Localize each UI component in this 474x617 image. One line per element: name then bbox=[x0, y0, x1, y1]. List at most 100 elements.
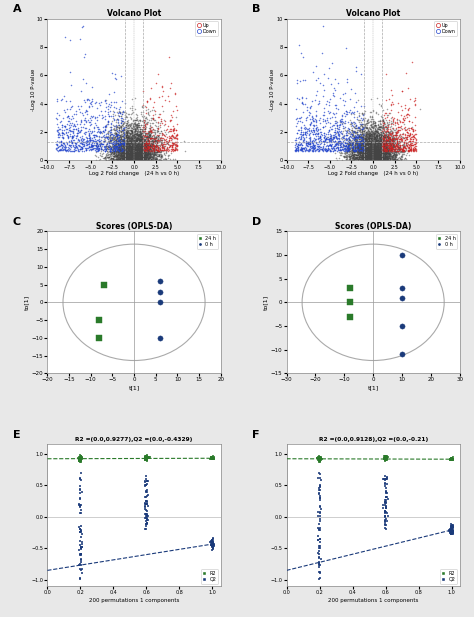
Point bbox=[128, 136, 135, 146]
Point bbox=[103, 143, 111, 153]
Point bbox=[115, 140, 122, 150]
Point bbox=[386, 136, 394, 146]
Point bbox=[142, 509, 149, 519]
Point bbox=[374, 124, 382, 134]
Point bbox=[96, 151, 104, 160]
Point bbox=[142, 142, 149, 152]
Point bbox=[378, 131, 385, 141]
X-axis label: Log 2 Fold change   (24 h vs 0 h): Log 2 Fold change (24 h vs 0 h) bbox=[89, 171, 179, 176]
Point bbox=[385, 117, 393, 127]
Point bbox=[358, 144, 365, 154]
Point bbox=[364, 116, 371, 126]
Point bbox=[133, 146, 141, 155]
Point bbox=[370, 146, 377, 155]
Point bbox=[136, 147, 144, 157]
Point bbox=[311, 146, 319, 156]
Point bbox=[348, 149, 356, 159]
Point bbox=[375, 143, 383, 153]
Point bbox=[119, 154, 127, 164]
Point bbox=[378, 151, 386, 160]
Point bbox=[139, 154, 146, 164]
Point bbox=[357, 134, 365, 144]
Point bbox=[409, 144, 417, 154]
Point bbox=[126, 139, 133, 149]
Point bbox=[140, 155, 147, 165]
Point bbox=[113, 155, 121, 165]
Point bbox=[382, 136, 389, 146]
Point bbox=[315, 559, 322, 569]
Point bbox=[374, 146, 381, 155]
Point bbox=[141, 126, 148, 136]
Point bbox=[153, 147, 160, 157]
Point bbox=[383, 152, 391, 162]
Point bbox=[129, 149, 137, 159]
Point bbox=[312, 146, 320, 155]
Point bbox=[292, 144, 299, 154]
Point bbox=[364, 153, 371, 163]
Point bbox=[379, 149, 387, 159]
Point bbox=[142, 138, 150, 148]
Point bbox=[314, 131, 321, 141]
Point bbox=[150, 140, 158, 150]
Point bbox=[135, 154, 142, 164]
Point bbox=[146, 151, 154, 161]
Point bbox=[130, 149, 137, 159]
Point bbox=[378, 146, 386, 156]
Point bbox=[388, 138, 396, 148]
Point bbox=[130, 155, 137, 165]
Point bbox=[376, 154, 383, 164]
Point bbox=[132, 141, 139, 151]
Point bbox=[376, 150, 383, 160]
Point bbox=[113, 130, 120, 140]
Point bbox=[58, 128, 65, 138]
Point bbox=[135, 147, 143, 157]
Point bbox=[129, 124, 137, 134]
Point bbox=[142, 518, 149, 528]
Point bbox=[393, 146, 401, 156]
Point bbox=[111, 73, 119, 83]
Point bbox=[378, 136, 386, 146]
Point bbox=[139, 139, 146, 149]
Point bbox=[368, 138, 375, 148]
Point bbox=[365, 155, 373, 165]
Point bbox=[374, 149, 382, 159]
Point bbox=[129, 121, 137, 131]
Point bbox=[102, 122, 110, 132]
Point bbox=[340, 144, 347, 154]
Point bbox=[369, 152, 377, 162]
Point bbox=[306, 118, 314, 128]
Point bbox=[138, 154, 146, 164]
Point bbox=[121, 125, 129, 135]
Point bbox=[358, 143, 365, 153]
Point bbox=[351, 128, 358, 138]
Point bbox=[352, 145, 360, 155]
Point bbox=[119, 153, 127, 163]
Point bbox=[369, 135, 377, 144]
Point bbox=[349, 150, 357, 160]
Point bbox=[103, 143, 111, 153]
Point bbox=[383, 155, 391, 165]
Point bbox=[379, 135, 387, 144]
Point bbox=[126, 135, 134, 145]
Point bbox=[396, 144, 404, 154]
Point bbox=[136, 130, 143, 140]
Point bbox=[138, 125, 146, 135]
Point bbox=[389, 134, 397, 144]
Point bbox=[447, 528, 455, 538]
Point bbox=[127, 136, 134, 146]
Point bbox=[127, 150, 135, 160]
Point bbox=[124, 131, 132, 141]
Point bbox=[148, 153, 156, 163]
Point bbox=[346, 119, 354, 129]
Point bbox=[374, 139, 382, 149]
Point bbox=[381, 152, 388, 162]
Point bbox=[314, 126, 321, 136]
Point bbox=[146, 93, 154, 102]
Point bbox=[393, 139, 401, 149]
Point bbox=[110, 137, 118, 147]
Point bbox=[390, 146, 397, 155]
Point bbox=[138, 154, 146, 164]
Point bbox=[135, 139, 142, 149]
Point bbox=[410, 144, 418, 154]
Point bbox=[345, 144, 353, 154]
